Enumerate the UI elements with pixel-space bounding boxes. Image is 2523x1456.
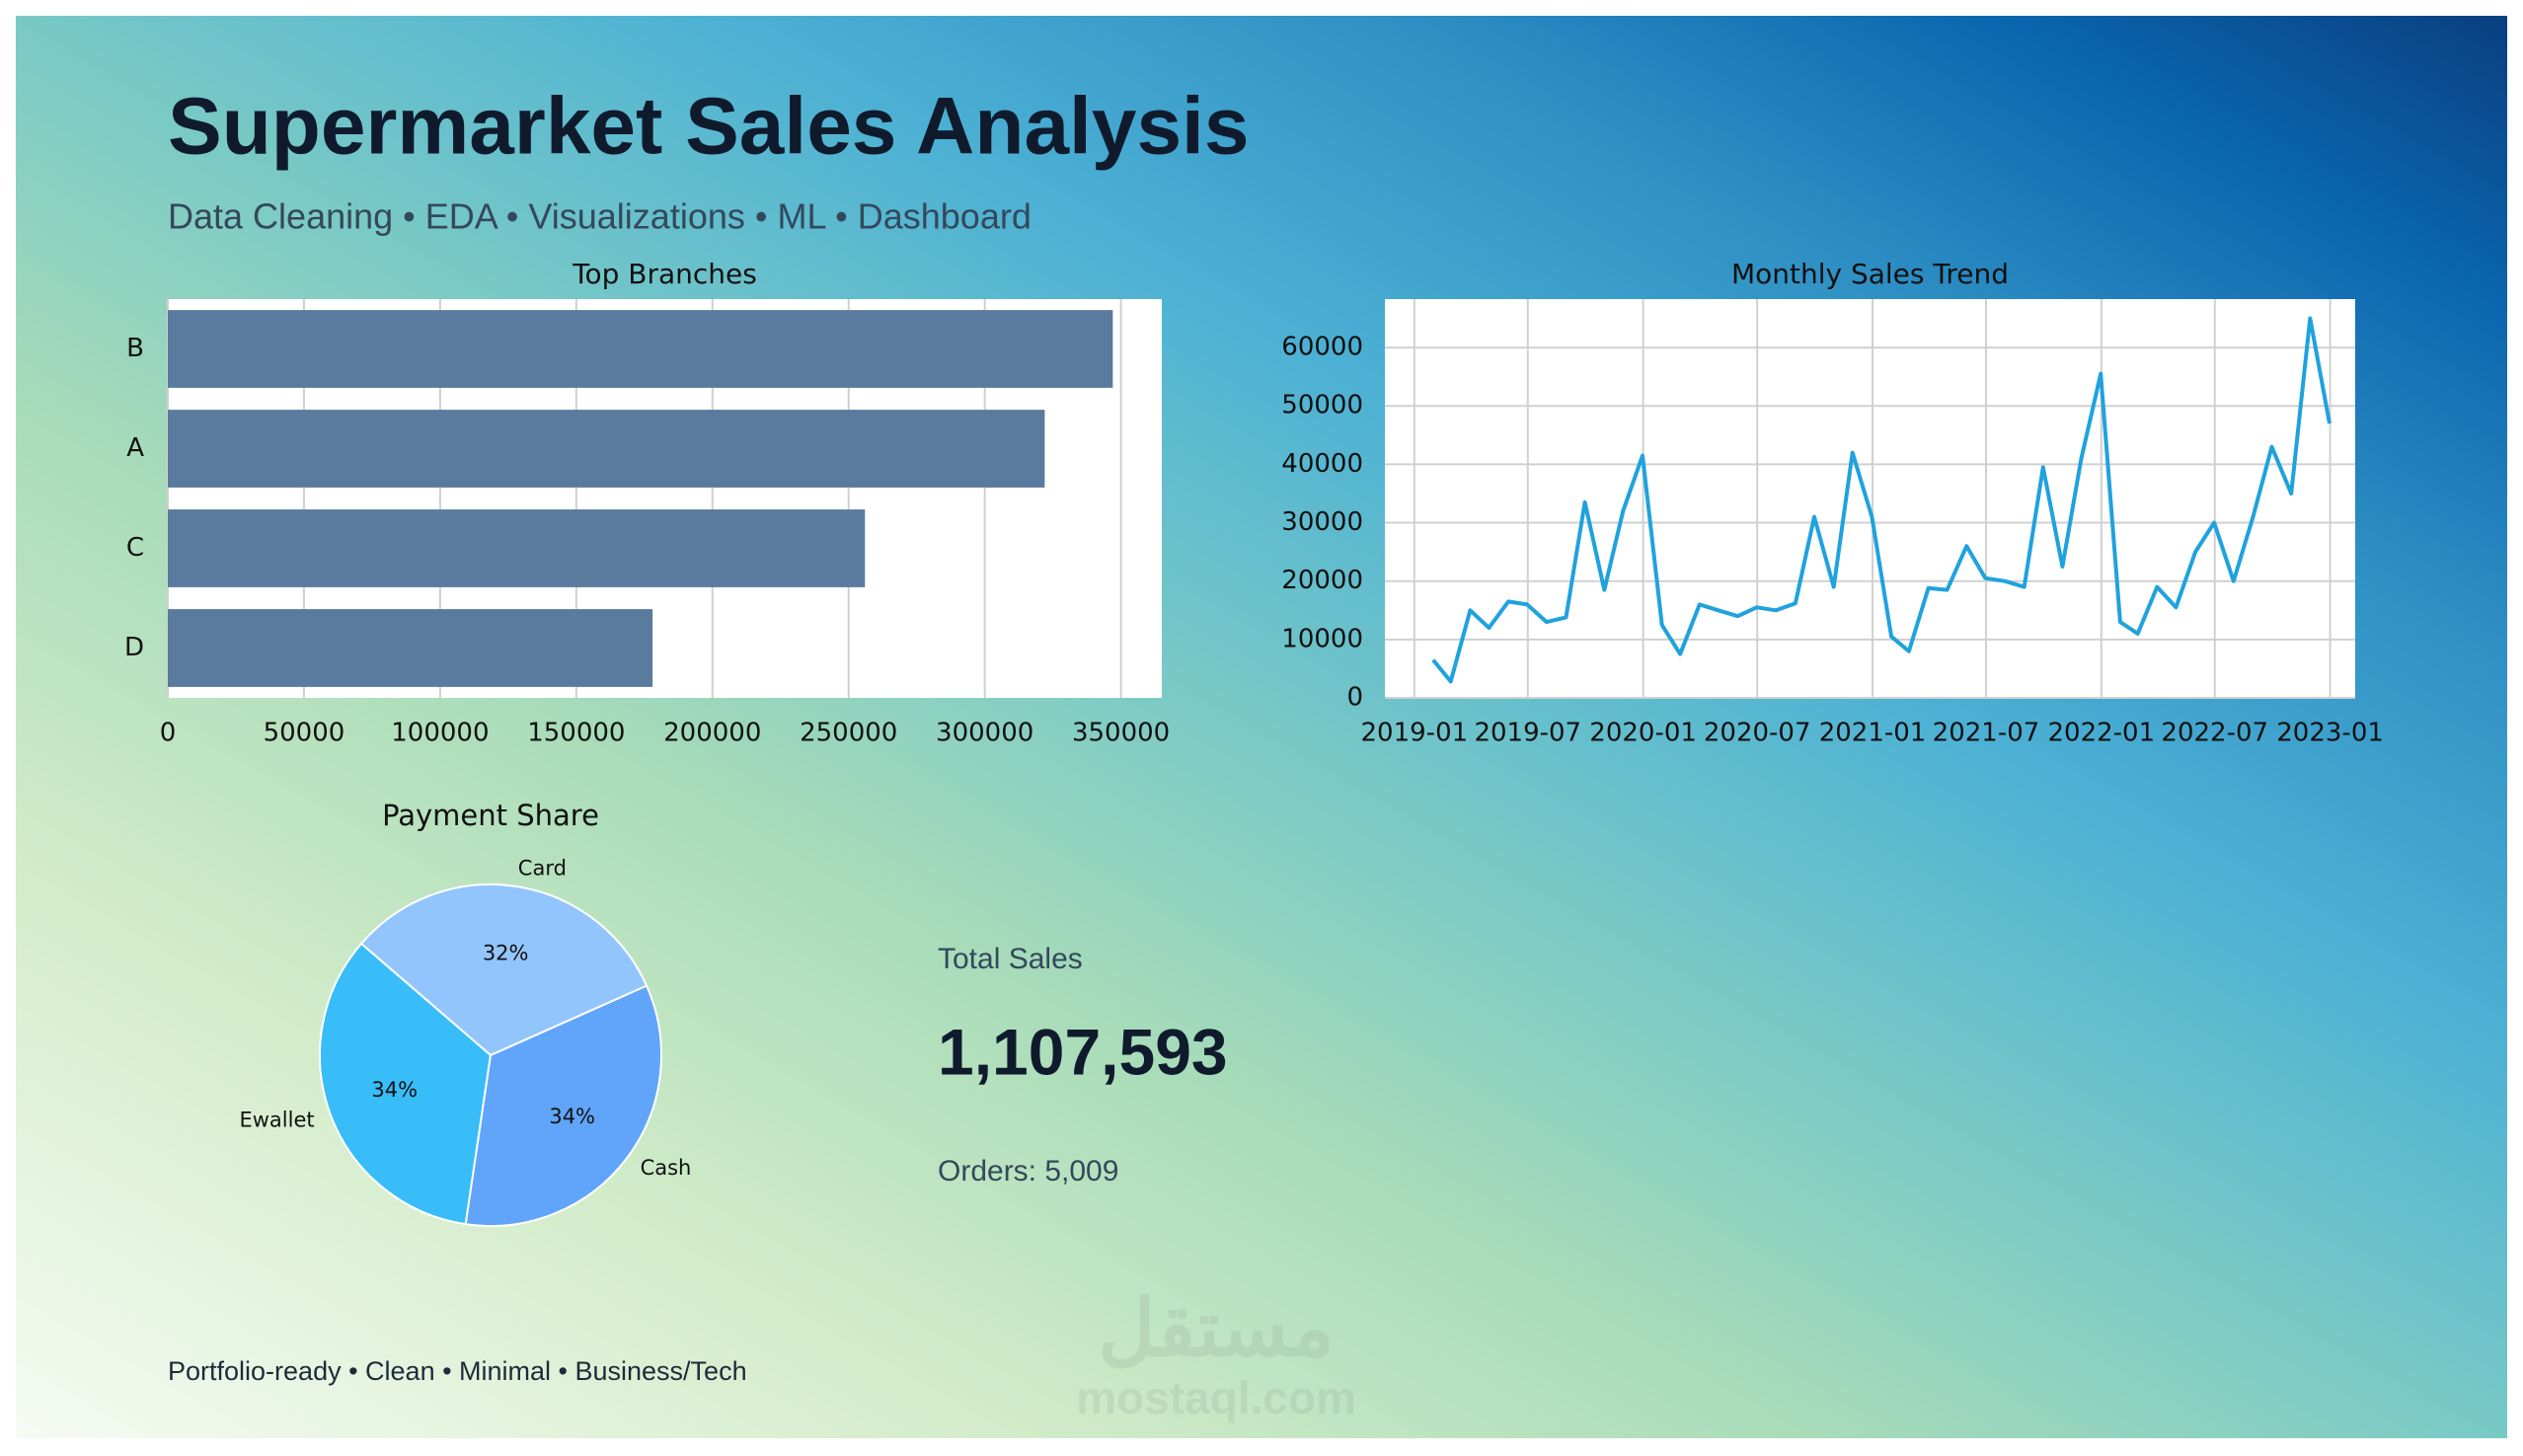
pie-label: Card: [518, 857, 567, 881]
x-tick-label: 250000: [800, 719, 897, 748]
x-tick-label: 200000: [663, 719, 761, 748]
y-tick-label: 0: [1346, 683, 1363, 713]
pie-label: Cash: [641, 1156, 692, 1180]
x-tick-label: 2019-07: [1474, 719, 1581, 748]
pie-slice: [464, 984, 662, 1227]
x-tick-label: 50000: [264, 719, 345, 748]
x-tick-label: 0: [160, 719, 177, 748]
chart-title: Monthly Sales Trend: [1731, 258, 2009, 290]
x-tick-label: 2021-01: [1819, 719, 1927, 748]
pie-label: Ewallet: [239, 1108, 314, 1131]
y-tick-label: 30000: [1281, 507, 1363, 537]
y-tick-label: 50000: [1281, 391, 1363, 421]
chart-title: Payment Share: [382, 799, 599, 832]
x-tick-label: 2021-07: [1933, 719, 2040, 748]
kpi-label: Total Sales: [938, 943, 1083, 975]
chart-title: Top Branches: [572, 258, 757, 290]
y-tick-label: B: [126, 334, 144, 363]
x-tick-label: 2023-01: [2276, 719, 2384, 748]
pie-slice: [359, 883, 649, 1057]
x-tick-label: 2019-01: [1361, 719, 1469, 748]
watermark-arabic: مستقل: [1098, 1284, 1334, 1372]
kpi-orders: Orders: 5,009: [938, 1155, 1118, 1188]
bar: [168, 509, 866, 587]
trend-line: [1431, 316, 2332, 684]
bar: [168, 410, 1045, 488]
watermark-latin: mostaql.com: [1076, 1372, 1356, 1423]
pie-value-label: 32%: [483, 941, 529, 964]
y-tick-label: 40000: [1281, 449, 1363, 479]
pie-slice: [319, 942, 493, 1226]
x-tick-label: 2022-07: [2161, 719, 2268, 748]
page-subtitle: Data Cleaning • EDA • Visualizations • M…: [168, 196, 1032, 237]
x-tick-label: 300000: [936, 719, 1033, 748]
y-tick-label: 60000: [1281, 333, 1363, 362]
x-tick-label: 2022-01: [2047, 719, 2155, 748]
pie-value-label: 34%: [549, 1105, 595, 1128]
bar: [168, 609, 653, 687]
bar: [168, 310, 1113, 388]
footer: Portfolio-ready • Clean • Minimal • Busi…: [168, 1356, 747, 1386]
y-tick-label: D: [124, 633, 144, 662]
page-title: Supermarket Sales Analysis: [168, 82, 1249, 172]
y-tick-label: 20000: [1281, 566, 1363, 595]
x-tick-label: 100000: [391, 719, 489, 748]
y-tick-label: A: [126, 433, 144, 463]
x-tick-label: 2020-01: [1589, 719, 1697, 748]
x-tick-label: 350000: [1072, 719, 1170, 748]
x-tick-label: 150000: [527, 719, 625, 748]
plot-area: [1385, 299, 2355, 698]
pie-value-label: 34%: [371, 1078, 418, 1102]
y-tick-label: C: [126, 533, 144, 563]
x-tick-label: 2020-07: [1704, 719, 1811, 748]
kpi-value: 1,107,593: [938, 1015, 1228, 1088]
y-tick-label: 10000: [1281, 624, 1363, 653]
